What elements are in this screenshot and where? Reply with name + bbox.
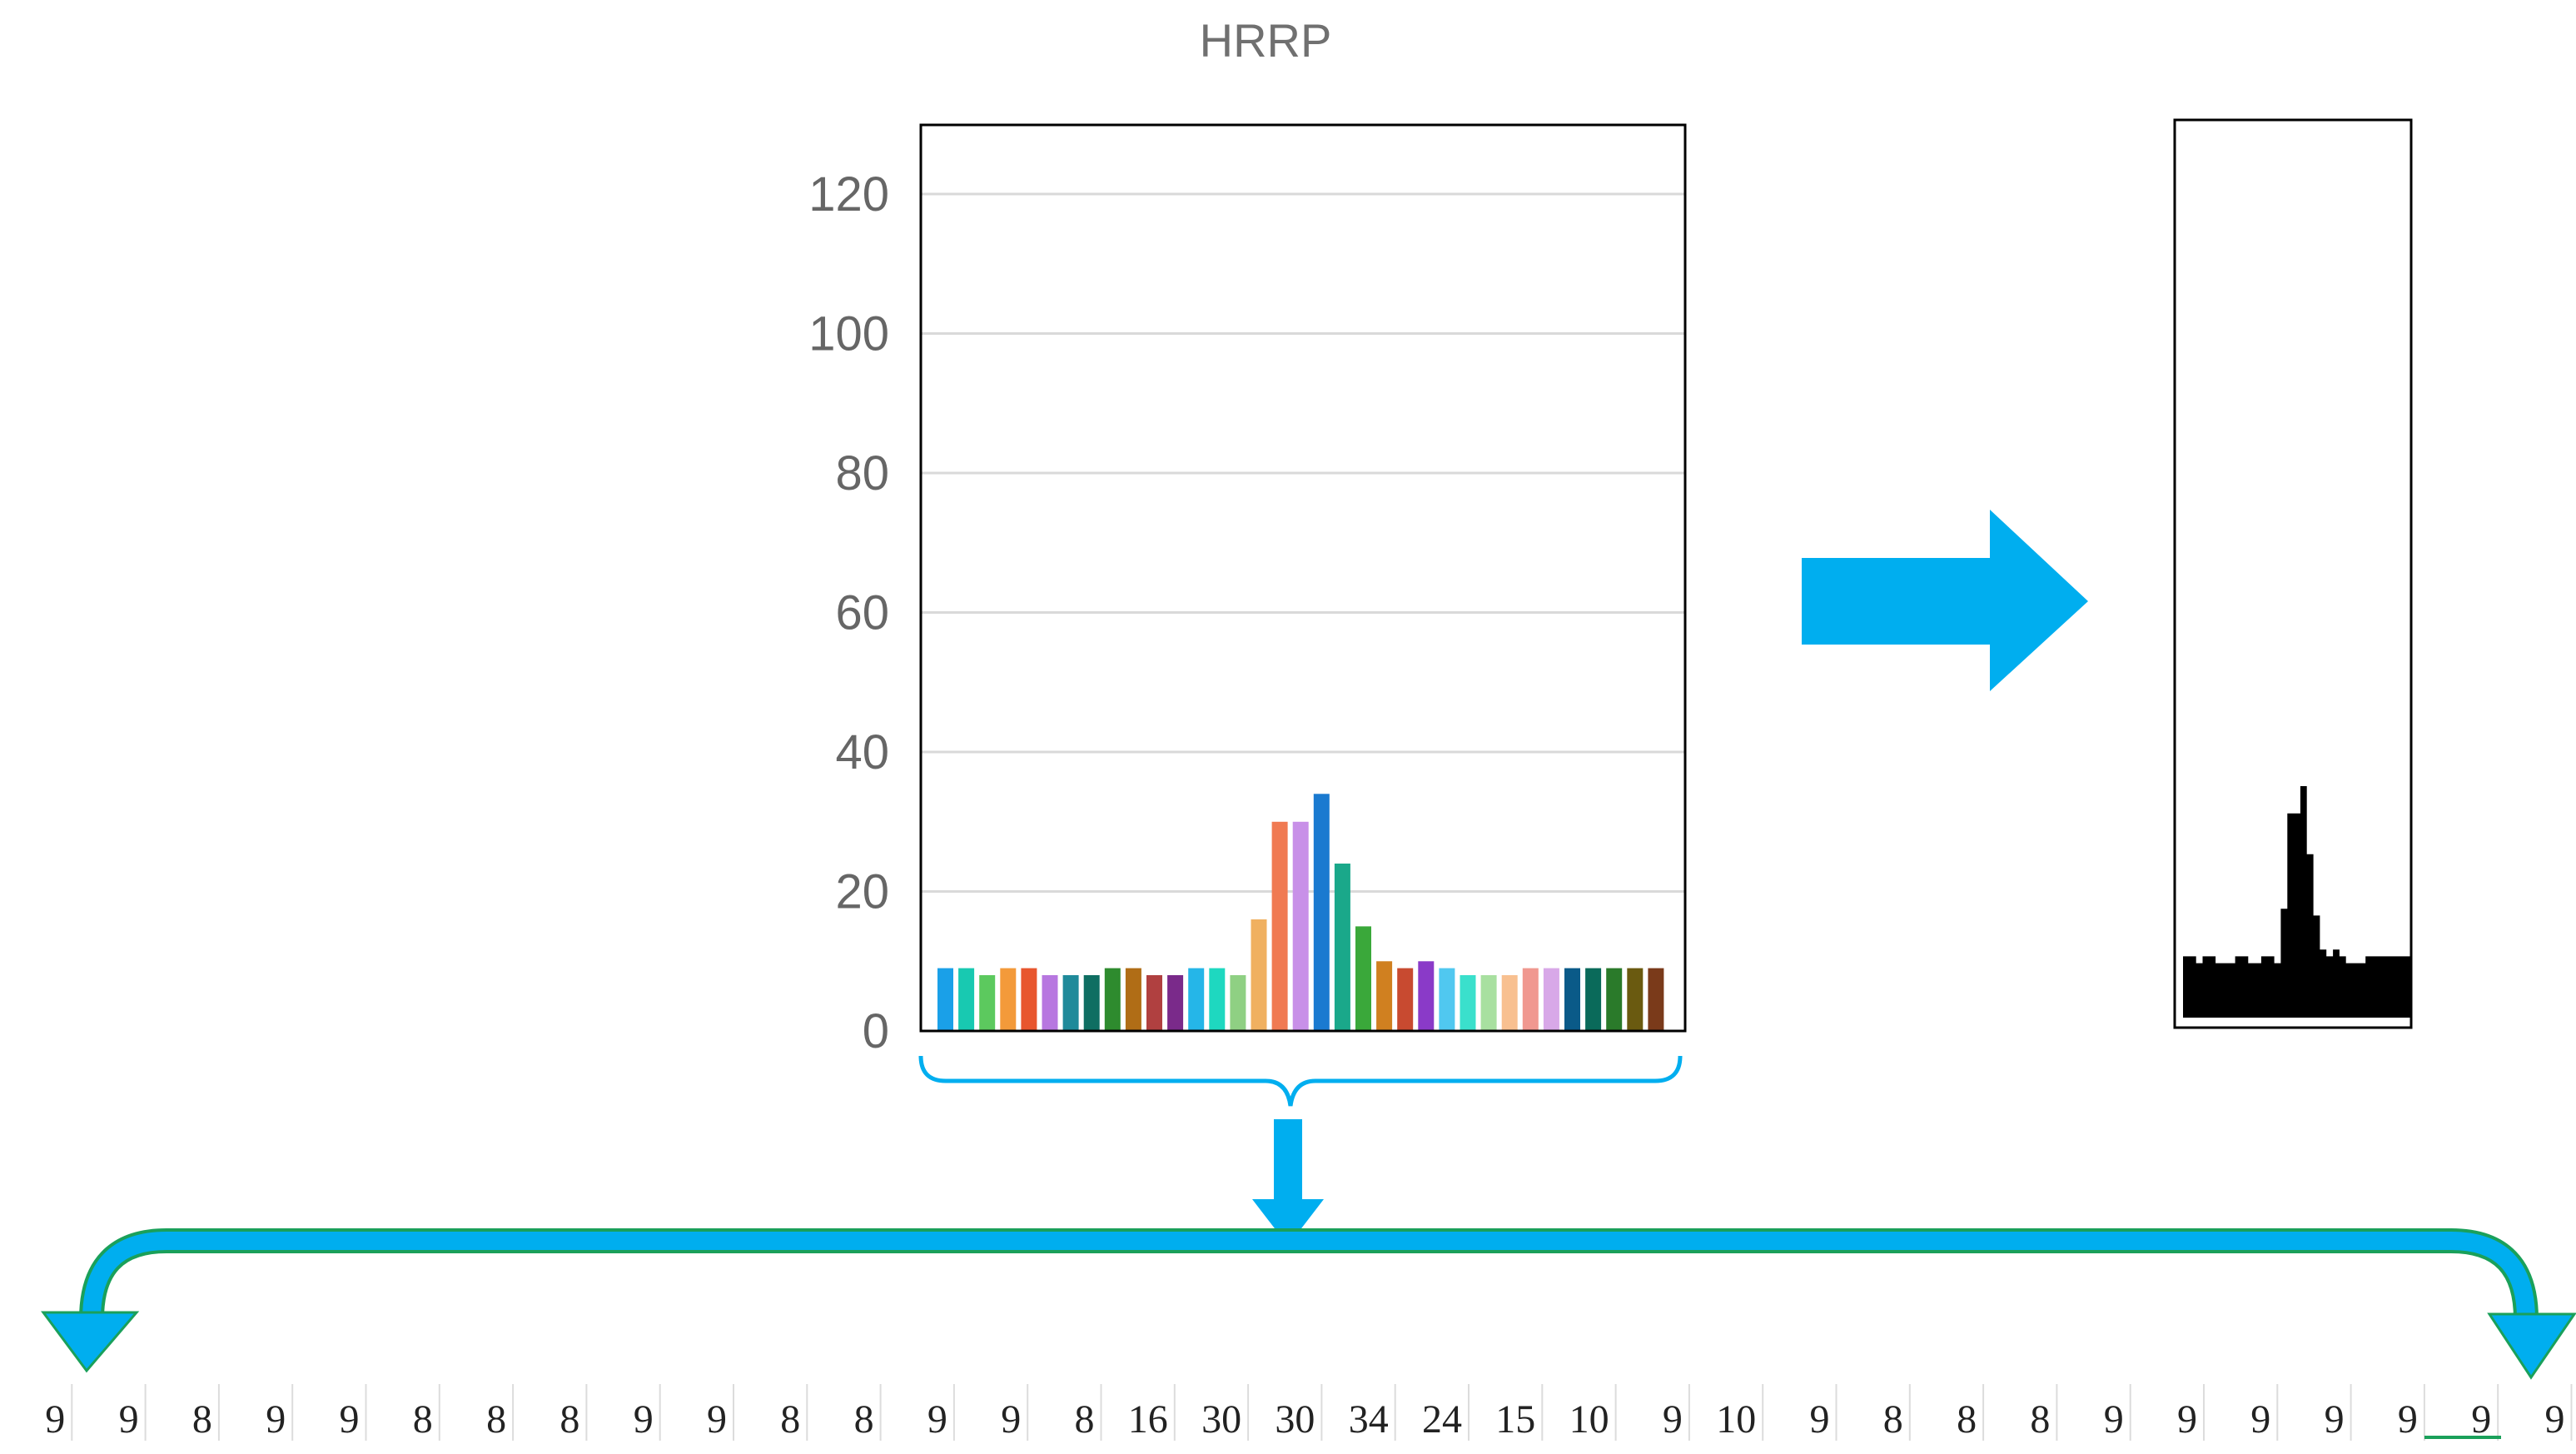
bar	[1418, 961, 1435, 1032]
sequence-value: 9	[927, 1397, 947, 1442]
bar	[1522, 968, 1539, 1031]
bars	[937, 794, 1664, 1032]
bar	[1146, 975, 1162, 1031]
plot-frame	[919, 123, 1687, 1033]
sequence-value: 9	[634, 1397, 654, 1442]
hrrp-bar-chart: 0 20 40 60 80 100 120	[808, 123, 1687, 1058]
bar	[958, 968, 975, 1031]
bar	[1313, 794, 1330, 1032]
sequence-value: 8	[559, 1397, 579, 1442]
sequence-value: 15	[1495, 1397, 1535, 1442]
y-tick-label: 60	[835, 586, 889, 640]
bar	[1251, 919, 1267, 1031]
sequence-value: 9	[340, 1397, 360, 1442]
bar	[1355, 926, 1371, 1031]
sequence-value: 8	[2030, 1397, 2050, 1442]
y-tick-label: 20	[835, 865, 889, 919]
sequence-value: 9	[1663, 1397, 1683, 1442]
chart-title: HRRP	[1200, 14, 1332, 67]
spread-arrow-body	[82, 1232, 2535, 1320]
bar	[1125, 968, 1141, 1031]
bar	[1230, 975, 1246, 1031]
bar	[1543, 968, 1559, 1031]
sequence-value: 9	[2325, 1397, 2345, 1442]
bar	[1606, 968, 1623, 1031]
sequence-value: 9	[266, 1397, 286, 1442]
sequence-value: 9	[2250, 1397, 2270, 1442]
sequence-value: 8	[1075, 1397, 1095, 1442]
bar	[1564, 968, 1580, 1031]
right-arrow	[1802, 510, 2088, 691]
bar	[1585, 968, 1602, 1031]
bar	[1209, 968, 1226, 1031]
sequence-value: 9	[2398, 1397, 2418, 1442]
sequence-value: 9	[45, 1397, 65, 1442]
sequence-value: 9	[1810, 1397, 1830, 1442]
sequence-value: 9	[2177, 1397, 2197, 1442]
bar	[1000, 968, 1017, 1031]
sequence-value: 9	[2104, 1397, 2124, 1442]
sequence-value: 8	[1957, 1397, 1977, 1442]
bar	[1042, 975, 1058, 1031]
hrrp-thumbnail	[2173, 118, 2413, 1029]
sequence-value: 24	[1422, 1397, 1462, 1442]
y-tick-label: 80	[835, 446, 889, 500]
bar	[1271, 821, 1288, 1032]
bar	[1083, 975, 1100, 1031]
y-axis-ticks: 0 20 40 60 80 100 120	[808, 167, 889, 1058]
spread-arrow-right-head	[2487, 1312, 2576, 1380]
sequence-value: 34	[1349, 1397, 1389, 1442]
sequence-value: 16	[1128, 1397, 1168, 1442]
sequence-value: 9	[1001, 1397, 1021, 1442]
bar	[1188, 968, 1205, 1031]
sequence-value: 30	[1201, 1397, 1241, 1442]
bar	[1021, 968, 1037, 1031]
sequence-value: 8	[780, 1397, 800, 1442]
sequence-value: 9	[119, 1397, 139, 1442]
bar	[1167, 975, 1184, 1031]
bar	[1397, 968, 1414, 1031]
sequence-value: 8	[192, 1397, 212, 1442]
spread-arrow-left-head	[41, 1311, 140, 1373]
down-arrow	[1252, 1119, 1324, 1246]
sequence-value: 10	[1569, 1397, 1609, 1442]
bar	[1376, 961, 1393, 1032]
sequence-value: 9	[2471, 1397, 2491, 1442]
sequence-value: 8	[1883, 1397, 1903, 1442]
sequence-value: 8	[486, 1397, 506, 1442]
bar	[1104, 968, 1121, 1031]
y-tick-label: 120	[808, 167, 889, 222]
sequence-value: 10	[1716, 1397, 1756, 1442]
sequence-value: 9	[707, 1397, 727, 1442]
bar	[1334, 864, 1350, 1031]
spread-arrow-outline	[79, 1228, 2539, 1320]
value-sequence: 9 9 8 9 9 8 8 8 9 9 8 8 9 9 8 16 30 30 34 24 15 10 9 10 9 8 8 8 9 9 9 9…	[45, 1384, 2573, 1442]
bar	[1439, 968, 1455, 1031]
bar	[1292, 821, 1309, 1032]
y-tick-label: 0	[863, 1004, 889, 1058]
bar	[1460, 975, 1476, 1031]
sequence-value: 30	[1275, 1397, 1315, 1442]
thumbnail-profile	[2183, 786, 2411, 1018]
bar	[1627, 968, 1644, 1031]
bar	[1648, 968, 1664, 1031]
bar	[979, 975, 996, 1031]
bar	[1501, 975, 1518, 1031]
gridlines	[921, 192, 1685, 893]
y-tick-label: 100	[808, 307, 889, 361]
sequence-value: 9	[2545, 1397, 2565, 1442]
bar	[1062, 975, 1079, 1031]
sequence-value: 8	[413, 1397, 433, 1442]
sequence-value: 8	[854, 1397, 874, 1442]
y-tick-label: 40	[835, 725, 889, 779]
bar	[937, 968, 953, 1031]
curly-brace	[918, 1055, 1683, 1107]
bar	[1480, 975, 1497, 1031]
